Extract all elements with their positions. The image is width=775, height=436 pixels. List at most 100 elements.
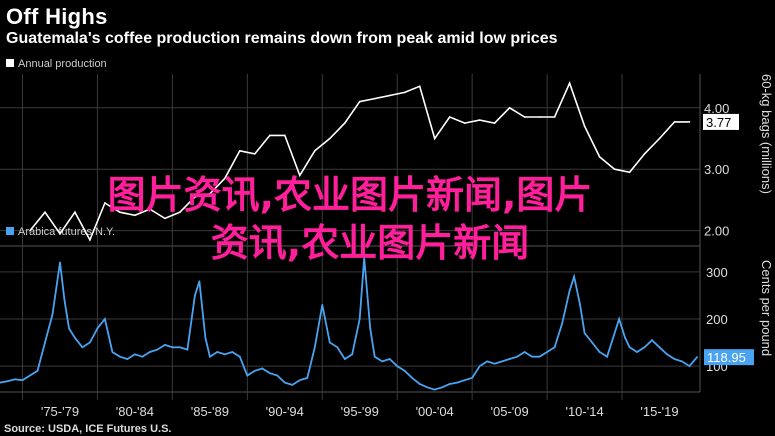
futures-point bbox=[573, 275, 575, 278]
production-point bbox=[74, 211, 76, 214]
futures-tick-label: 300 bbox=[706, 265, 728, 280]
production-point bbox=[179, 211, 181, 214]
futures-point bbox=[231, 351, 234, 353]
futures-last-value-label: 118.95 bbox=[707, 350, 746, 365]
futures-point bbox=[666, 353, 668, 356]
futures-point bbox=[618, 318, 620, 320]
production-point bbox=[104, 202, 106, 204]
production-point bbox=[239, 149, 241, 152]
futures-point bbox=[44, 341, 46, 344]
x-tick-label: '75-'79 bbox=[41, 404, 79, 419]
futures-point bbox=[141, 355, 144, 358]
production-legend-label: Annual production bbox=[18, 58, 107, 70]
production-point bbox=[418, 85, 421, 88]
production-point bbox=[553, 116, 556, 118]
futures-point bbox=[223, 353, 226, 356]
futures-point bbox=[363, 256, 366, 259]
futures-point bbox=[426, 386, 429, 389]
production-point bbox=[119, 211, 121, 214]
futures-point bbox=[81, 346, 84, 349]
futures-point bbox=[381, 360, 384, 363]
production-point bbox=[224, 177, 226, 180]
futures-point bbox=[63, 299, 66, 302]
futures-point bbox=[688, 365, 691, 367]
futures-point bbox=[456, 381, 459, 384]
futures-point bbox=[59, 261, 61, 264]
futures-point bbox=[343, 358, 346, 360]
x-tick-label: '80-'84 bbox=[116, 404, 154, 419]
futures-point bbox=[358, 318, 361, 320]
production-point bbox=[254, 153, 256, 155]
futures-point bbox=[6, 380, 9, 383]
production-point bbox=[194, 196, 196, 198]
futures-point bbox=[283, 381, 286, 384]
production-point bbox=[209, 192, 211, 195]
production-point bbox=[448, 116, 451, 118]
futures-point bbox=[501, 360, 504, 363]
production-last-value-box bbox=[703, 113, 739, 130]
x-tick-label: '95-'99 bbox=[341, 404, 379, 419]
production-point bbox=[493, 122, 496, 124]
futures-point bbox=[21, 379, 24, 382]
production-point bbox=[643, 153, 646, 155]
futures-point bbox=[433, 388, 436, 391]
production-point bbox=[478, 119, 481, 121]
futures-point bbox=[291, 384, 294, 386]
futures-point bbox=[253, 369, 256, 372]
x-tick-label: '15-'19 bbox=[640, 404, 678, 419]
production-tick-label: 3.00 bbox=[704, 162, 729, 177]
production-point bbox=[403, 91, 406, 94]
futures-point bbox=[411, 376, 414, 379]
futures-point bbox=[561, 322, 563, 325]
production-point bbox=[134, 214, 136, 217]
futures-point bbox=[89, 341, 91, 344]
futures-point bbox=[463, 379, 466, 382]
futures-point bbox=[306, 376, 309, 379]
futures-axis-label: Cents per pound bbox=[759, 260, 774, 356]
production-point bbox=[508, 106, 511, 109]
futures-point bbox=[673, 358, 676, 360]
production-point bbox=[433, 137, 436, 140]
futures-point bbox=[0, 381, 1, 384]
futures-point bbox=[624, 336, 626, 339]
futures-point bbox=[508, 358, 511, 360]
futures-point bbox=[369, 327, 372, 330]
futures-point bbox=[696, 356, 698, 359]
watermark-overlay-line-1: 图片资讯,农业图片新闻,图片 bbox=[107, 173, 593, 217]
futures-point bbox=[471, 376, 474, 379]
futures-point bbox=[636, 351, 638, 353]
futures-point bbox=[68, 327, 70, 330]
futures-point bbox=[298, 379, 301, 382]
futures-point bbox=[579, 303, 581, 306]
production-legend-swatch bbox=[6, 59, 14, 67]
futures-point bbox=[606, 355, 608, 358]
futures-point bbox=[628, 346, 631, 349]
futures-point bbox=[568, 289, 571, 292]
production-point bbox=[44, 211, 46, 214]
futures-point bbox=[493, 362, 496, 365]
futures-point bbox=[418, 383, 421, 385]
futures-point bbox=[208, 355, 211, 358]
futures-point bbox=[313, 346, 316, 349]
futures-point bbox=[186, 348, 189, 351]
futures-point bbox=[553, 346, 556, 349]
futures-point bbox=[478, 365, 481, 367]
futures-point bbox=[156, 348, 159, 351]
production-point bbox=[658, 137, 661, 140]
futures-point bbox=[373, 355, 376, 358]
futures-point bbox=[261, 367, 264, 370]
production-point bbox=[164, 217, 166, 220]
production-point bbox=[358, 100, 361, 103]
futures-point bbox=[523, 351, 526, 353]
futures-point bbox=[74, 336, 76, 339]
futures-point bbox=[441, 386, 444, 389]
futures-point bbox=[193, 294, 196, 297]
production-point bbox=[568, 82, 571, 85]
futures-point bbox=[51, 313, 54, 316]
production-point bbox=[269, 134, 271, 137]
production-point bbox=[598, 156, 601, 158]
x-tick-label: '05-'09 bbox=[491, 404, 529, 419]
futures-point bbox=[29, 374, 31, 377]
futures-point bbox=[178, 346, 181, 349]
